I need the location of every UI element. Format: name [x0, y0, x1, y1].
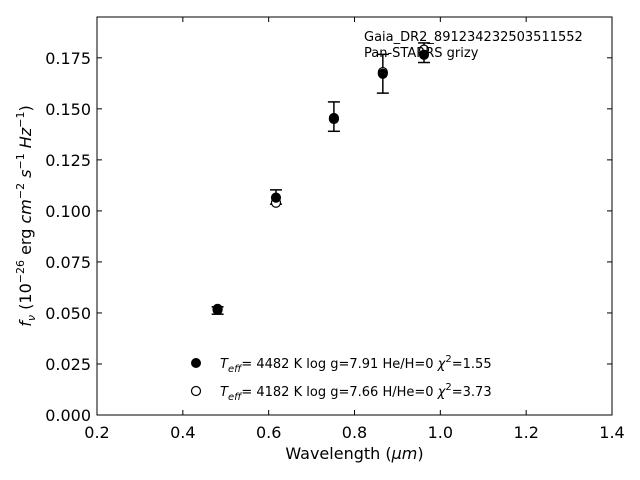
ticks: 0.2 0.4 0.6 0.8 1.0 1.2 1.4 0.000 0.025 0.050 0.07… — [45, 17, 625, 442]
x-tick-label: 1.2 — [513, 423, 538, 442]
x-tick-label: 0.4 — [170, 423, 195, 442]
legend-marker-filled — [191, 358, 201, 368]
data-points — [212, 44, 430, 315]
x-tick-label: 1.0 — [428, 423, 453, 442]
model-point-filled — [418, 49, 430, 60]
y-tick-label: 0.050 — [45, 304, 91, 323]
y-tick-label: 0.100 — [45, 202, 91, 221]
legend-entry-1: Teff= 4482 K log g=7.91 He/H=0 χ2=1.55 — [220, 354, 492, 375]
y-tick-label: 0.000 — [45, 406, 91, 425]
x-axis-label-unit: μm — [391, 444, 418, 463]
x-axis-label-close: ) — [417, 444, 423, 463]
plot-frame — [96, 16, 613, 416]
legend-marker-open — [190, 385, 202, 397]
error-bars — [211, 42, 431, 315]
x-tick-label: 0.6 — [256, 423, 281, 442]
y-tick-label: 0.025 — [45, 355, 91, 374]
y-tick-label: 0.075 — [45, 253, 91, 272]
star-id-annotation: Gaia_DR2_891234232503511552 — [364, 30, 583, 45]
y-axis-label: fν (10−26 erg cm−2 s−1 Hz−1) — [14, 105, 38, 326]
photometry-annotation: Pan-STARRS grizy — [364, 46, 479, 61]
model-point-filled — [328, 112, 339, 124]
x-tick-label: 0.2 — [84, 423, 109, 442]
x-tick-label: 1.4 — [599, 423, 624, 442]
y-tick-label: 0.150 — [45, 100, 91, 119]
x-tick-label: 0.8 — [342, 423, 367, 442]
model-point-filled — [377, 68, 388, 79]
y-tick-label: 0.175 — [45, 49, 91, 68]
model-point-filled — [212, 304, 223, 315]
y-tick-label: 0.125 — [45, 151, 91, 170]
x-axis-label-main: Wavelength ( — [285, 444, 391, 463]
legend-entry-2: Teff= 4182 K log g=7.66 H/He=0 χ2=3.73 — [220, 382, 492, 403]
model-point-filled — [270, 192, 282, 203]
x-axis-label: Wavelength (μm) — [285, 444, 423, 463]
legend: Teff= 4482 K log g=7.91 He/H=0 χ2=1.55 T… — [190, 354, 492, 403]
